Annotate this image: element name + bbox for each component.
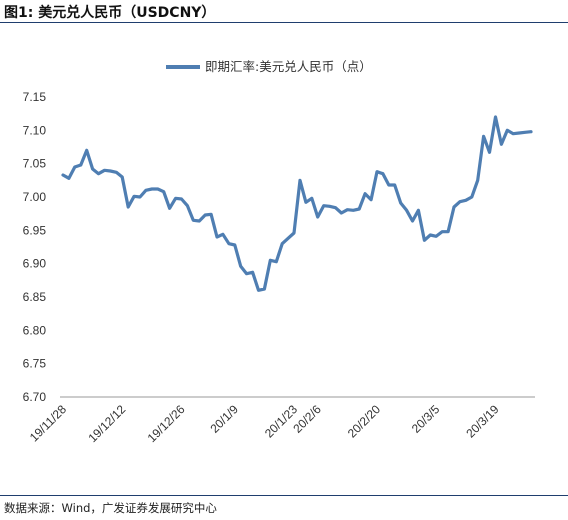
figure-title: 图1: 美元兑人民币（USDCNY）: [4, 2, 215, 22]
series-line-usdcny: [61, 115, 533, 292]
x-tick-label: 20/3/19: [463, 402, 501, 440]
y-tick-label: 6.75: [23, 357, 47, 371]
top-rule: [0, 22, 568, 23]
x-tick-label: 20/3/5: [409, 402, 443, 436]
y-tick-label: 6.95: [23, 223, 47, 237]
legend: 即期汇率:美元兑人民币（点）: [166, 59, 372, 74]
figure-title-text: 美元兑人民币（USDCNY）: [38, 5, 216, 21]
y-tick-label: 7.10: [23, 123, 47, 137]
x-tick-label: 19/12/26: [145, 402, 188, 445]
bottom-rule: [0, 495, 568, 496]
x-tick-label: 19/11/28: [27, 402, 70, 445]
figure-label: 图1:: [4, 5, 34, 21]
x-axis: 19/11/28 19/12/12 19/12/26 20/1/9 20/1/2320/…: [27, 396, 535, 445]
plot-area: [61, 115, 533, 292]
y-tick-label: 7.15: [23, 90, 47, 104]
y-tick-label: 6.70: [23, 390, 47, 404]
x-tick-label: 19/12/12: [85, 402, 128, 445]
x-tick-label: 20/2/20: [345, 402, 383, 440]
y-tick-label: 7.05: [23, 157, 47, 171]
x-tick-label: 20/1/9: [207, 402, 241, 436]
y-tick-label: 6.85: [23, 290, 47, 304]
y-tick-label: 7.00: [23, 190, 47, 204]
x-tick-label: 20/2/6: [290, 402, 324, 436]
source-note: 数据来源：Wind，广发证券发展研究中心: [4, 501, 217, 515]
y-tick-label: 6.80: [23, 323, 47, 337]
legend-label: 即期汇率:美元兑人民币（点）: [205, 59, 372, 74]
y-tick-label: 6.90: [23, 257, 47, 271]
y-axis: 7.15 7.10 7.05 7.00 6.95 6.90 6.85 6.80 6.75 6.70: [23, 90, 47, 404]
